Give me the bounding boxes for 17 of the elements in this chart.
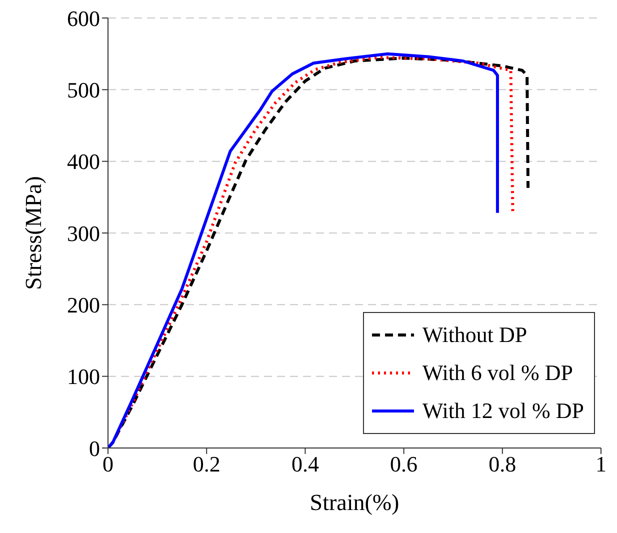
y-axis-title: Stress(MPa)	[21, 176, 46, 290]
x-tick-label: 0.2	[192, 452, 220, 477]
y-tick-label: 300	[67, 220, 100, 246]
legend-label: Without DP	[422, 322, 528, 348]
y-tick-label: 600	[67, 6, 100, 31]
y-tick-label: 0	[89, 436, 100, 461]
y-tick-label: 500	[67, 77, 100, 102]
x-tick-label: 0.6	[390, 452, 418, 477]
x-axis-title: Strain(%)	[310, 490, 400, 515]
legend-label: With 6 vol % DP	[422, 360, 573, 386]
x-tick-label: 1	[596, 452, 606, 477]
x-tick-label: 0.4	[291, 452, 319, 477]
y-tick-label: 100	[67, 364, 100, 390]
y-tick-label: 200	[67, 292, 100, 318]
y-tick-label: 400	[67, 149, 100, 174]
x-tick-label: 0.8	[488, 452, 516, 477]
legend-label: With 12 vol % DP	[422, 398, 584, 424]
